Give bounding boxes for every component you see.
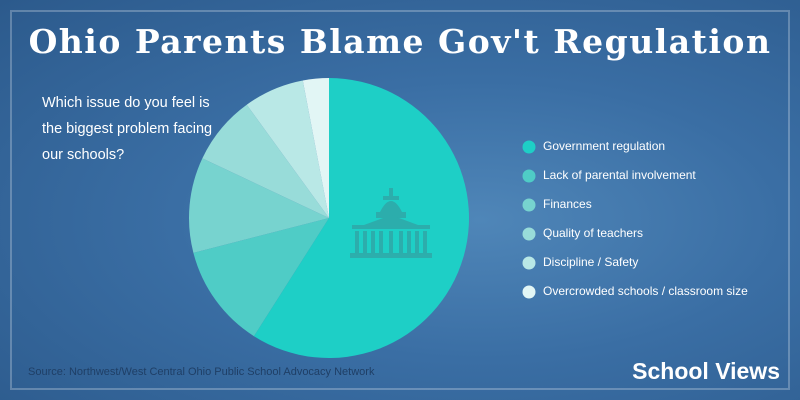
legend-marker [522, 285, 536, 299]
legend-label: Overcrowded schools / classroom size [543, 284, 748, 298]
brand-logo: School Views [632, 358, 780, 384]
legend-label: Lack of parental involvement [543, 168, 696, 182]
pie-slice [253, 78, 470, 358]
subtitle: Which issue do you feel is the biggest p… [42, 95, 213, 163]
legend-marker [522, 256, 536, 270]
legend-label: Government regulation [543, 139, 665, 153]
legend-marker [522, 227, 536, 241]
frame [10, 10, 790, 390]
pie-slice [246, 80, 329, 218]
legend-marker [522, 140, 536, 154]
source: Source: Northwest/West Central Ohio Publ… [28, 366, 375, 378]
legend-marker [522, 169, 536, 183]
pie-slice [193, 218, 329, 337]
legend-label: Discipline / Safety [543, 255, 638, 269]
pie-slice [189, 158, 329, 253]
legend-label: Finances [543, 197, 592, 211]
legend-label: Quality of teachers [543, 226, 643, 240]
chart-title: Ohio Parents Blame Gov't Regulation [28, 22, 772, 61]
pie-slice [302, 78, 329, 218]
capitol-icon [350, 188, 432, 258]
legend-marker [522, 198, 536, 212]
pie-slice [202, 104, 329, 218]
